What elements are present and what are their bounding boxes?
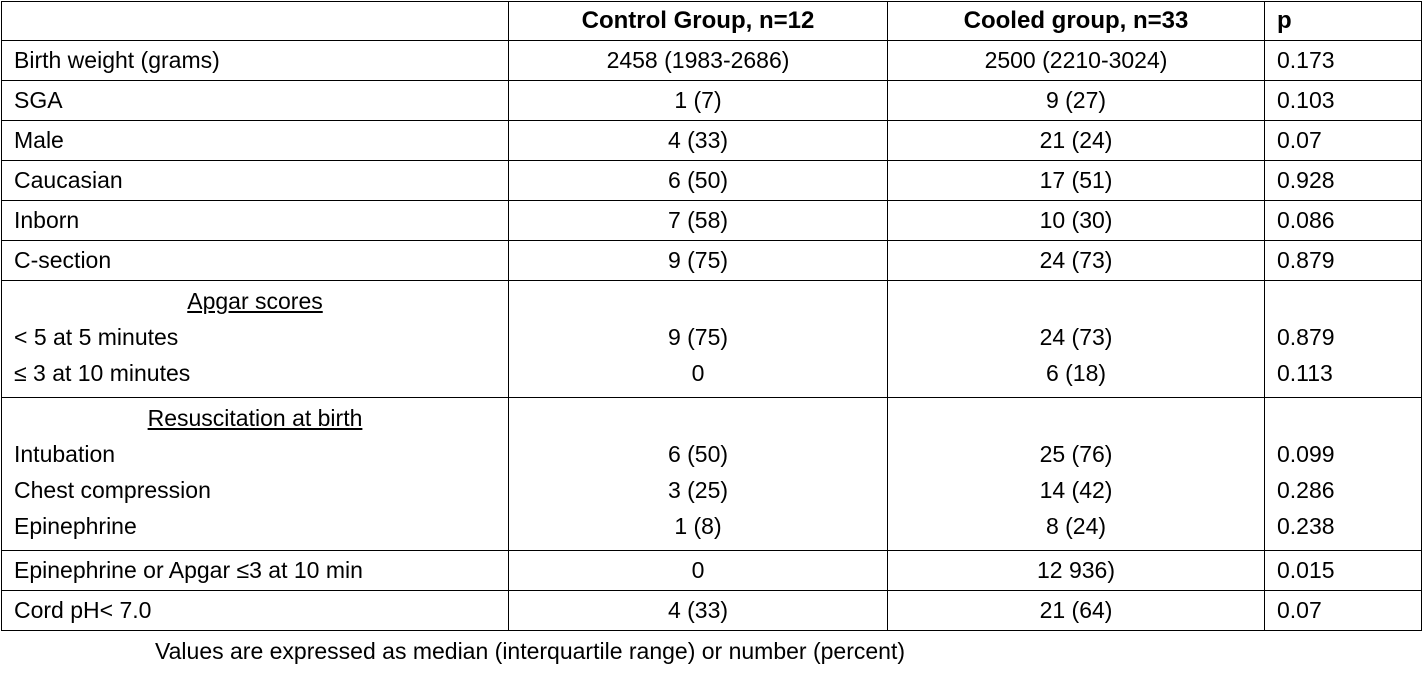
apgar-section-row: Apgar scores < 5 at 5 minutes ≤ 3 at 10 …	[1, 280, 1422, 398]
p-value: 0.015	[1264, 550, 1422, 591]
row-label: < 5 at 5 minutes	[14, 324, 179, 350]
table-footnote: Values are expressed as median (interqua…	[155, 638, 906, 664]
table-row: Inborn 7 (58) 10 (30) 0.086	[1, 200, 1422, 241]
header-p-value: p	[1264, 1, 1422, 41]
apgar-cooled-cell: 24 (73) 6 (18)	[887, 280, 1265, 398]
row-label: Intubation	[14, 441, 116, 467]
cooled-value: 25 (76)	[1039, 441, 1113, 467]
control-value: 7 (58)	[508, 200, 888, 241]
cooled-value: 24 (73)	[887, 240, 1265, 281]
row-label: Cord pH< 7.0	[1, 590, 509, 631]
cooled-value: 14 (42)	[1039, 477, 1113, 503]
p-value: 0.086	[1264, 200, 1422, 241]
control-value: 0	[508, 550, 888, 591]
row-label: Inborn	[1, 200, 509, 241]
apgar-p-cell: 0.879 0.113	[1264, 280, 1422, 398]
row-label: Caucasian	[1, 160, 509, 201]
control-value: 9 (75)	[667, 324, 729, 350]
table-row: C-section 9 (75) 24 (73) 0.879	[1, 240, 1422, 281]
row-label: C-section	[1, 240, 509, 281]
p-value: 0.238	[1277, 513, 1335, 539]
cooled-value: 8 (24)	[1045, 513, 1107, 539]
control-value: 2458 (1983-2686)	[508, 40, 888, 81]
resuscitation-section-title: Resuscitation at birth	[147, 405, 363, 431]
control-value: 1 (8)	[674, 513, 722, 539]
control-value: 6 (50)	[508, 160, 888, 201]
apgar-labels-cell: Apgar scores < 5 at 5 minutes ≤ 3 at 10 …	[1, 280, 509, 398]
table-row: Cord pH< 7.0 4 (33) 21 (64) 0.07	[1, 590, 1422, 631]
control-value: 4 (33)	[508, 120, 888, 161]
row-label: Chest compression	[14, 477, 211, 503]
table-row: Birth weight (grams) 2458 (1983-2686) 25…	[1, 40, 1422, 81]
control-value: 6 (50)	[667, 441, 729, 467]
row-label: SGA	[1, 80, 509, 121]
row-label: Epinephrine	[14, 513, 137, 539]
row-label: Epinephrine or Apgar ≤3 at 10 min	[1, 550, 509, 591]
control-value: 0	[691, 360, 705, 386]
cooled-value: 2500 (2210-3024)	[887, 40, 1265, 81]
p-value: 0.099	[1277, 441, 1335, 467]
p-value: 0.286	[1277, 477, 1335, 503]
p-value: 0.928	[1264, 160, 1422, 201]
header-cooled-group: Cooled group, n=33	[887, 1, 1265, 41]
resuscitation-labels-cell: Resuscitation at birth Intubation Chest …	[1, 397, 509, 551]
p-value: 0.173	[1264, 40, 1422, 81]
row-label: Birth weight (grams)	[1, 40, 509, 81]
cooled-value: 6 (18)	[1045, 360, 1107, 386]
table-row: Caucasian 6 (50) 17 (51) 0.928	[1, 160, 1422, 201]
header-row: Control Group, n=12 Cooled group, n=33 p	[1, 1, 1422, 41]
cooled-value: 21 (24)	[887, 120, 1265, 161]
cooled-value: 10 (30)	[887, 200, 1265, 241]
p-value: 0.879	[1264, 240, 1422, 281]
cooled-value: 17 (51)	[887, 160, 1265, 201]
characteristics-table: Control Group, n=12 Cooled group, n=33 p…	[1, 1, 1422, 631]
cooled-value: 21 (64)	[887, 590, 1265, 631]
p-value: 0.07	[1264, 120, 1422, 161]
resuscitation-control-cell: 6 (50) 3 (25) 1 (8)	[508, 397, 888, 551]
row-label: ≤ 3 at 10 minutes	[14, 360, 191, 386]
header-control-group: Control Group, n=12	[508, 1, 888, 41]
table-row: Male 4 (33) 21 (24) 0.07	[1, 120, 1422, 161]
control-value: 9 (75)	[508, 240, 888, 281]
cooled-value: 12 936)	[887, 550, 1265, 591]
cooled-value: 24 (73)	[1039, 324, 1113, 350]
p-value: 0.07	[1264, 590, 1422, 631]
p-value: 0.113	[1277, 360, 1333, 386]
apgar-section-title: Apgar scores	[187, 288, 323, 314]
control-value: 1 (7)	[508, 80, 888, 121]
table-row: SGA 1 (7) 9 (27) 0.103	[1, 80, 1422, 121]
p-value: 0.879	[1277, 324, 1335, 350]
table-row: Epinephrine or Apgar ≤3 at 10 min 0 12 9…	[1, 550, 1422, 591]
control-value: 3 (25)	[667, 477, 729, 503]
row-label: Male	[1, 120, 509, 161]
resuscitation-section-row: Resuscitation at birth Intubation Chest …	[1, 397, 1422, 551]
p-value: 0.103	[1264, 80, 1422, 121]
apgar-control-cell: 9 (75) 0	[508, 280, 888, 398]
resuscitation-cooled-cell: 25 (76) 14 (42) 8 (24)	[887, 397, 1265, 551]
cooled-value: 9 (27)	[887, 80, 1265, 121]
resuscitation-p-cell: 0.099 0.286 0.238	[1264, 397, 1422, 551]
control-value: 4 (33)	[508, 590, 888, 631]
header-blank	[1, 1, 509, 41]
